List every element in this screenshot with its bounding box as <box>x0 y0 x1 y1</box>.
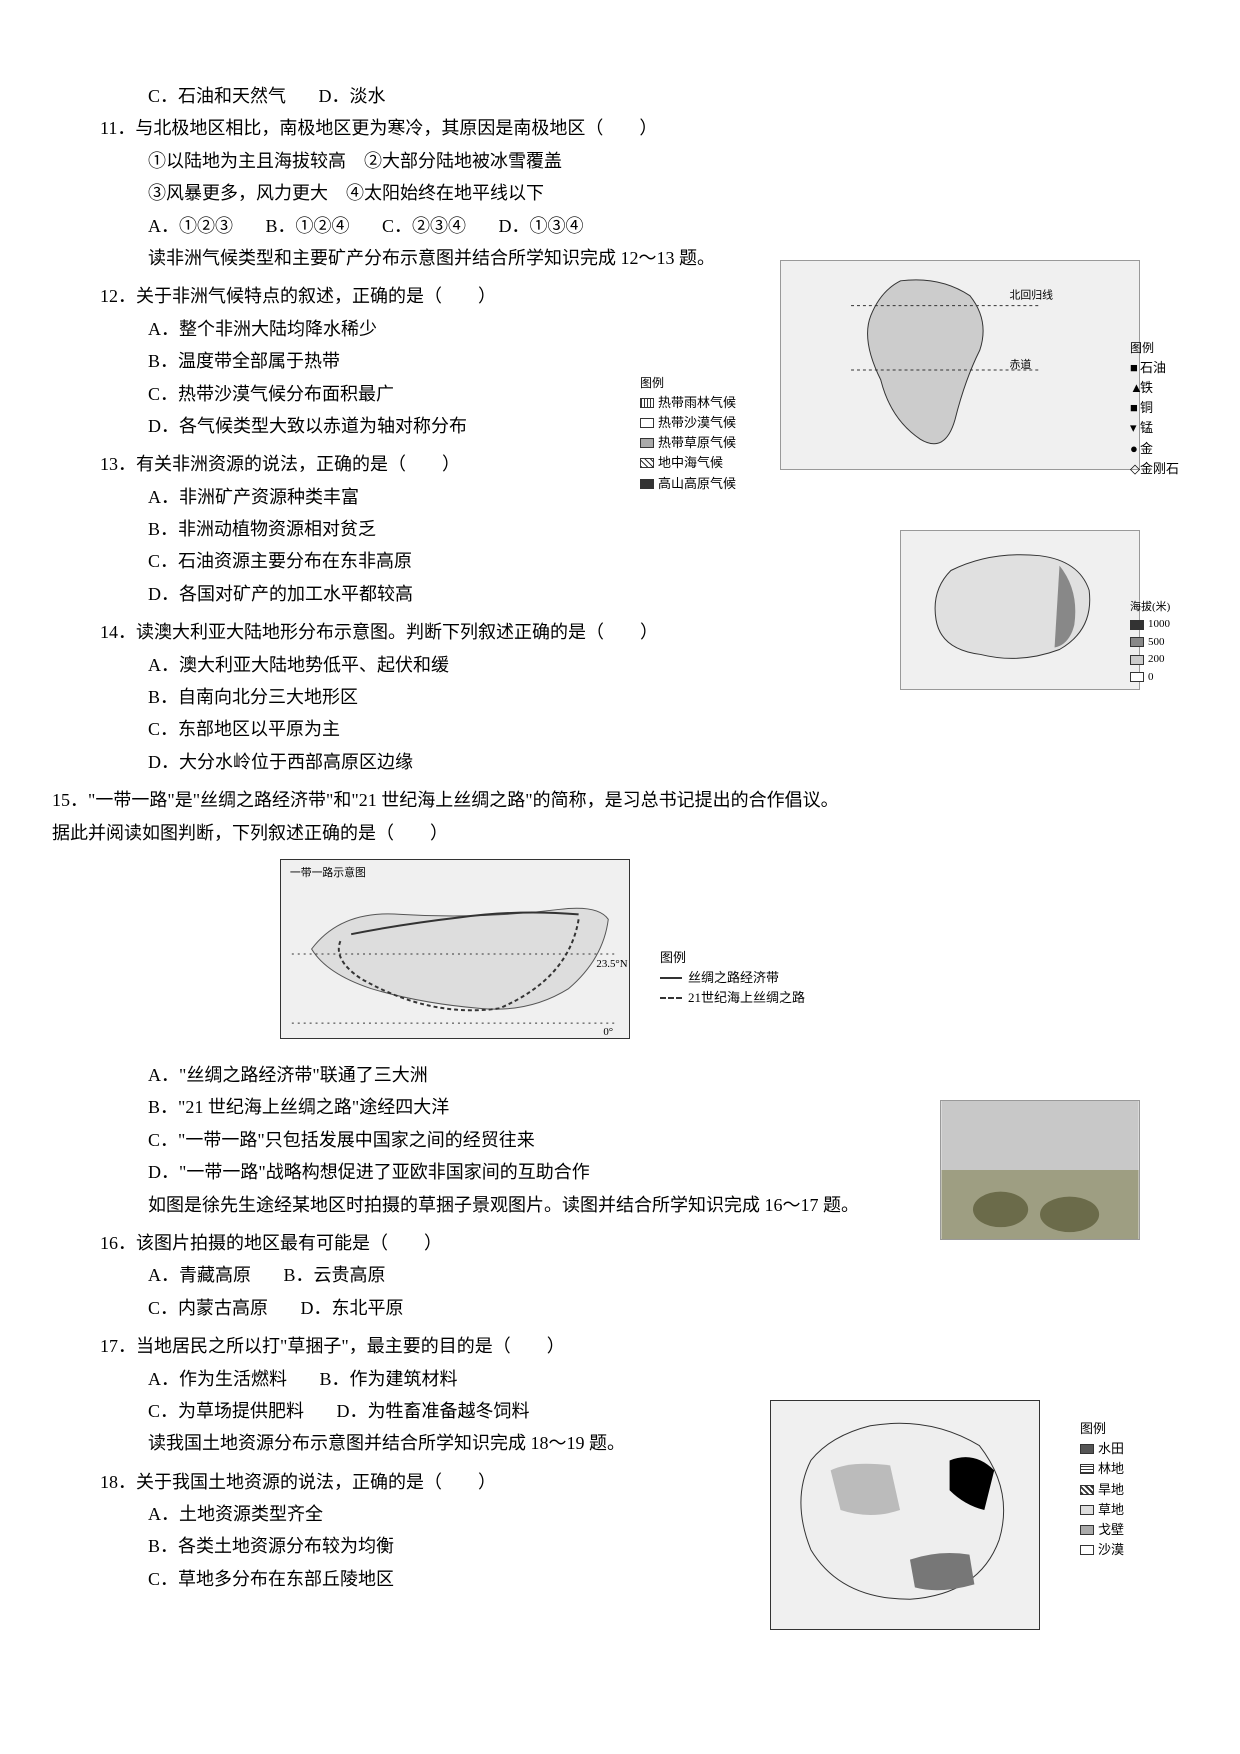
br-legend-title: 图例 <box>660 949 830 967</box>
q17-b: B．作为建筑材料 <box>320 1363 458 1395</box>
q16-c: C．内蒙古高原 <box>148 1292 268 1324</box>
question-14: 14．读澳大利亚大陆地形分布示意图。判断下列叙述正确的是（ ） A．澳大利亚大陆… <box>100 616 1140 778</box>
q14-d: D．大分水岭位于西部高原区边缘 <box>100 746 1140 778</box>
grassland-photo <box>940 1100 1140 1240</box>
aus-legend-title: 海拔(米) <box>1130 600 1200 615</box>
q11-a: A．①②③ <box>148 210 233 242</box>
australia-legend: 海拔(米) 1000 500 200 0 <box>1130 600 1200 687</box>
belt-road-figure-wrap: 一带一路示意图 23.5°N 0° 图例 丝绸之路经济带 21世纪海上丝绸之路 <box>280 859 840 1049</box>
q15-a: A．"丝绸之路经济带"联通了三大洲 <box>100 1059 1140 1091</box>
question-11: 11．与北极地区相比，南极地区更为寒冷，其原因是南极地区（ ） ①以陆地为主且海… <box>100 112 1140 274</box>
question-18: 18．关于我国土地资源的说法，正确的是（ ） A．土地资源类型齐全 B．各类土地… <box>100 1466 1140 1596</box>
q12-c: C．热带沙漠气候分布面积最广 <box>100 378 1140 410</box>
belt-road-map: 一带一路示意图 23.5°N 0° <box>280 859 630 1039</box>
q15-sub: 据此并阅读如图判断，下列叙述正确的是（ ） <box>52 817 1140 849</box>
q12-num: 12． <box>100 286 136 306</box>
q12-d: D．各气候类型大致以赤道为轴对称分布 <box>100 410 1140 442</box>
q12-b: B．温度带全部属于热带 <box>100 345 1140 377</box>
q13-a: A．非洲矿产资源种类丰富 <box>100 481 1140 513</box>
q16-num: 16． <box>100 1233 136 1253</box>
q14-c: C．东部地区以平原为主 <box>100 713 1140 745</box>
q12-stem: 关于非洲气候特点的叙述，正确的是（ ） <box>136 286 496 306</box>
belt-road-legend: 图例 丝绸之路经济带 21世纪海上丝绸之路 <box>660 949 830 1010</box>
q17-d: D．为牲畜准备越冬饲料 <box>337 1395 530 1427</box>
m5: 金 <box>1140 440 1153 458</box>
q18-c: C．草地多分布在东部丘陵地区 <box>100 1563 1140 1595</box>
q14-b: B．自南向北分三大地形区 <box>100 681 1140 713</box>
opt-c: C．石油和天然气 <box>148 80 286 112</box>
q14-num: 14． <box>100 622 136 642</box>
q11-circ3: ③风暴更多，风力更大 <box>148 183 328 203</box>
aus-v1: 1000 <box>1148 617 1170 632</box>
q16-a: A．青藏高原 <box>148 1259 251 1291</box>
question-12: 12．关于非洲气候特点的叙述，正确的是（ ） A．整个非洲大陆均降水稀少 B．温… <box>100 280 1140 442</box>
q11-c: C．②③④ <box>382 210 466 242</box>
q12-a: A．整个非洲大陆均降水稀少 <box>100 313 1140 345</box>
aus-v4: 0 <box>1148 670 1154 685</box>
q15-stem: "一带一路"是"丝绸之路经济带"和"21 世纪海上丝绸之路"的简称，是习总书记提… <box>88 790 839 810</box>
q17-stem: 当地居民之所以打"草捆子"，最主要的目的是（ ） <box>136 1336 565 1356</box>
africa-mineral-legend: 图例 ■石油 ▲铁 ■铜 ▾锰 ●金 ◇金刚石 <box>1130 340 1210 480</box>
q14-stem: 读澳大利亚大陆地形分布示意图。判断下列叙述正确的是（ ） <box>136 622 658 642</box>
q11-d: D．①③④ <box>499 210 584 242</box>
q11-num: 11． <box>100 118 135 138</box>
m6: 金刚石 <box>1140 460 1179 478</box>
q11-circ1: ①以陆地为主且海拔较高 <box>148 151 346 171</box>
m2: 铁 <box>1140 379 1153 397</box>
q13-stem: 有关非洲资源的说法，正确的是（ ） <box>136 454 460 474</box>
q14-a: A．澳大利亚大陆地势低平、起伏和缓 <box>100 649 1140 681</box>
aus-v3: 200 <box>1148 652 1165 667</box>
cn-l1: 水田 <box>1098 1440 1124 1458</box>
cn-legend-title: 图例 <box>1080 1420 1160 1438</box>
q17-c: C．为草场提供肥料 <box>148 1395 304 1427</box>
q17-num: 17． <box>100 1336 136 1356</box>
q18-num: 18． <box>100 1472 136 1492</box>
q15-num: 15． <box>52 790 88 810</box>
q11-b: B．①②④ <box>266 210 350 242</box>
q18-b: B．各类土地资源分布较为均衡 <box>100 1530 1140 1562</box>
svg-text:一带一路示意图: 一带一路示意图 <box>290 865 366 879</box>
question-15: 15．"一带一路"是"丝绸之路经济带"和"21 世纪海上丝绸之路"的简称，是习总… <box>52 784 1140 849</box>
q18-a: A．土地资源类型齐全 <box>100 1498 1140 1530</box>
m1: 石油 <box>1140 359 1166 377</box>
q13-num: 13． <box>100 454 136 474</box>
q11-circ4: ④太阳始终在地平线以下 <box>346 183 544 203</box>
svg-text:0°: 0° <box>603 1026 613 1038</box>
br-l1: 丝绸之路经济带 <box>688 969 779 987</box>
svg-text:23.5°N: 23.5°N <box>596 958 627 970</box>
q16-b: B．云贵高原 <box>284 1259 386 1291</box>
m3: 铜 <box>1140 399 1153 417</box>
aus-v2: 500 <box>1148 635 1165 650</box>
q18-stem: 关于我国土地资源的说法，正确的是（ ） <box>136 1472 496 1492</box>
br-l2: 21世纪海上丝绸之路 <box>688 989 805 1007</box>
opt-d: D．淡水 <box>319 80 386 112</box>
prev-question-tail: C．石油和天然气 D．淡水 <box>100 80 1140 112</box>
q11-stem: 与北极地区相比，南极地区更为寒冷，其原因是南极地区（ ） <box>135 118 657 138</box>
m4: 锰 <box>1140 419 1153 437</box>
m-legend-title: 图例 <box>1130 340 1210 357</box>
q16-stem: 该图片拍摄的地区最有可能是（ ） <box>136 1233 442 1253</box>
q16-d: D．东北平原 <box>301 1292 404 1324</box>
q17-a: A．作为生活燃料 <box>148 1363 287 1395</box>
q11-circ2: ②大部分陆地被冰雪覆盖 <box>364 151 562 171</box>
question-16: 16．该图片拍摄的地区最有可能是（ ） A．青藏高原 B．云贵高原 C．内蒙古高… <box>100 1227 1140 1324</box>
